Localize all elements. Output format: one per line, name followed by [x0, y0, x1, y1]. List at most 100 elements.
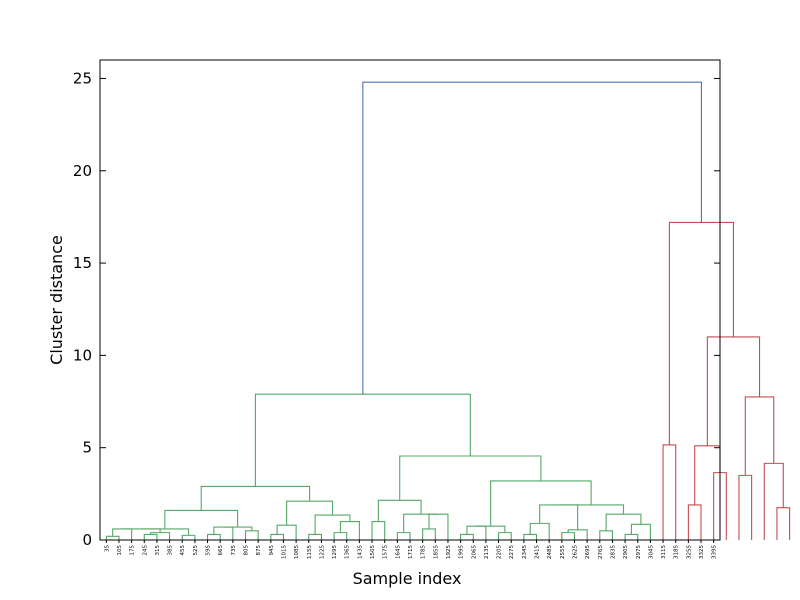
cluster-1-link — [567, 529, 588, 540]
cluster-1-link — [105, 535, 120, 540]
cluster-1-link — [490, 480, 592, 527]
y-axis-label: Cluster distance — [47, 235, 66, 365]
x-tick-label: 735 — [231, 545, 237, 556]
x-tick-label: 805 — [244, 545, 250, 556]
x-tick-label: 455 — [180, 545, 186, 556]
x-tick-label: 385 — [168, 545, 174, 556]
cluster-1-link — [377, 499, 422, 522]
x-axis-label: Sample index — [353, 569, 462, 588]
cluster-1-link — [539, 504, 579, 530]
x-tick-label: 595 — [206, 545, 212, 556]
y-tick-label: 25 — [73, 69, 92, 87]
y-tick-label: 20 — [73, 162, 92, 180]
x-tick-label: 525 — [193, 545, 199, 556]
x-tick-label: 2205 — [497, 545, 503, 559]
cluster-2-link — [776, 507, 791, 540]
x-tick-label: 1505 — [370, 545, 376, 559]
x-tick-label: 875 — [256, 545, 262, 556]
cluster-1-link — [561, 532, 576, 540]
x-tick-label: 3255 — [686, 545, 692, 559]
cluster-2-link — [668, 221, 734, 445]
cluster-1-link — [308, 533, 322, 540]
x-tick-label: 1645 — [395, 545, 401, 559]
y-tick-label: 0 — [82, 531, 92, 549]
cluster-1-link — [213, 526, 234, 540]
x-tick-label: 2625 — [572, 545, 578, 559]
x-tick-label: 1225 — [319, 545, 325, 559]
cluster-1-link — [181, 534, 196, 540]
x-tick-label: 665 — [218, 545, 224, 556]
x-tick-label: 1575 — [383, 545, 389, 559]
cluster-1-link — [428, 513, 449, 540]
cluster-1-link — [150, 532, 171, 540]
cluster-1-link — [286, 500, 334, 526]
plot-frame — [99, 59, 721, 541]
x-tick-label: 1085 — [294, 545, 300, 559]
cluster-1-link — [122, 528, 161, 533]
x-tick-label: 105 — [117, 545, 123, 556]
cluster-1-link — [466, 525, 487, 540]
x-tick-label: 945 — [269, 545, 275, 556]
x-tick-label: 2485 — [547, 545, 553, 559]
y-tick-label: 10 — [73, 346, 92, 364]
x-tick-label: 2975 — [636, 545, 642, 559]
cluster-1-link — [143, 533, 158, 540]
cluster-1-link — [254, 393, 471, 487]
x-tick-label: 2415 — [535, 545, 541, 559]
x-tick-label: 2135 — [484, 545, 490, 559]
y-tick-label: 5 — [82, 439, 92, 457]
cluster-1-link — [141, 528, 190, 536]
x-axis-ticks: 35 105 175 245 315 385 455 525 595 665 735 805 875 94… — [104, 540, 718, 559]
cluster-1-link — [399, 455, 542, 501]
x-tick-label: 35 — [104, 545, 110, 552]
cluster-2-link — [687, 504, 702, 540]
x-tick-label: 1365 — [345, 545, 351, 559]
x-tick-label: 2275 — [509, 545, 515, 559]
cluster-1-link — [207, 533, 221, 540]
x-tick-label: 1925 — [446, 545, 452, 559]
x-tick-label: 2065 — [471, 545, 477, 559]
x-tick-label: 2835 — [610, 545, 616, 559]
x-tick-label: 2555 — [560, 545, 566, 559]
cluster-1-link — [523, 533, 538, 540]
cluster-1-link — [498, 532, 512, 540]
cluster-2-link — [662, 444, 677, 540]
x-tick-label: 3115 — [661, 545, 667, 559]
x-tick-label: 2695 — [585, 545, 591, 559]
cluster-1-link — [396, 532, 411, 540]
y-axis-ticks: 0 5 10 15 20 25 — [73, 69, 720, 549]
x-tick-label: 315 — [155, 545, 161, 556]
cluster-1-link — [314, 514, 351, 535]
x-tick-label: 2765 — [598, 545, 604, 559]
cluster-2-link — [763, 462, 784, 540]
cluster-1-link — [339, 520, 360, 540]
x-tick-label: 3325 — [699, 545, 705, 559]
cluster-1-link — [529, 522, 550, 540]
x-tick-label: 1785 — [421, 545, 427, 559]
cluster-1-link — [558, 504, 625, 515]
cluster-1-link — [403, 513, 439, 533]
cluster-1-link — [630, 523, 651, 540]
cluster-1-link — [164, 509, 239, 529]
cluster-2-link — [738, 474, 753, 540]
cluster-1-link — [371, 520, 386, 540]
x-tick-label: 1995 — [459, 545, 465, 559]
x-tick-label: 245 — [142, 545, 148, 556]
x-tick-label: 2905 — [623, 545, 629, 559]
x-tick-label: 3185 — [674, 545, 680, 559]
x-tick-label: 1435 — [357, 545, 363, 559]
x-tick-label: 1015 — [281, 545, 287, 559]
x-tick-label: 1715 — [408, 545, 414, 559]
cluster-1-links — [105, 393, 651, 540]
cluster-1-link — [599, 530, 613, 540]
x-tick-label: 175 — [130, 545, 136, 556]
cluster-2-links — [662, 221, 791, 540]
x-tick-label: 1155 — [307, 545, 313, 559]
cluster-1-link — [276, 524, 297, 540]
cluster-1-link — [223, 526, 253, 531]
cluster-1-link — [270, 533, 285, 540]
cluster-1-link — [605, 513, 642, 531]
cluster-1-link — [200, 485, 311, 511]
cluster-1-link — [422, 528, 436, 540]
